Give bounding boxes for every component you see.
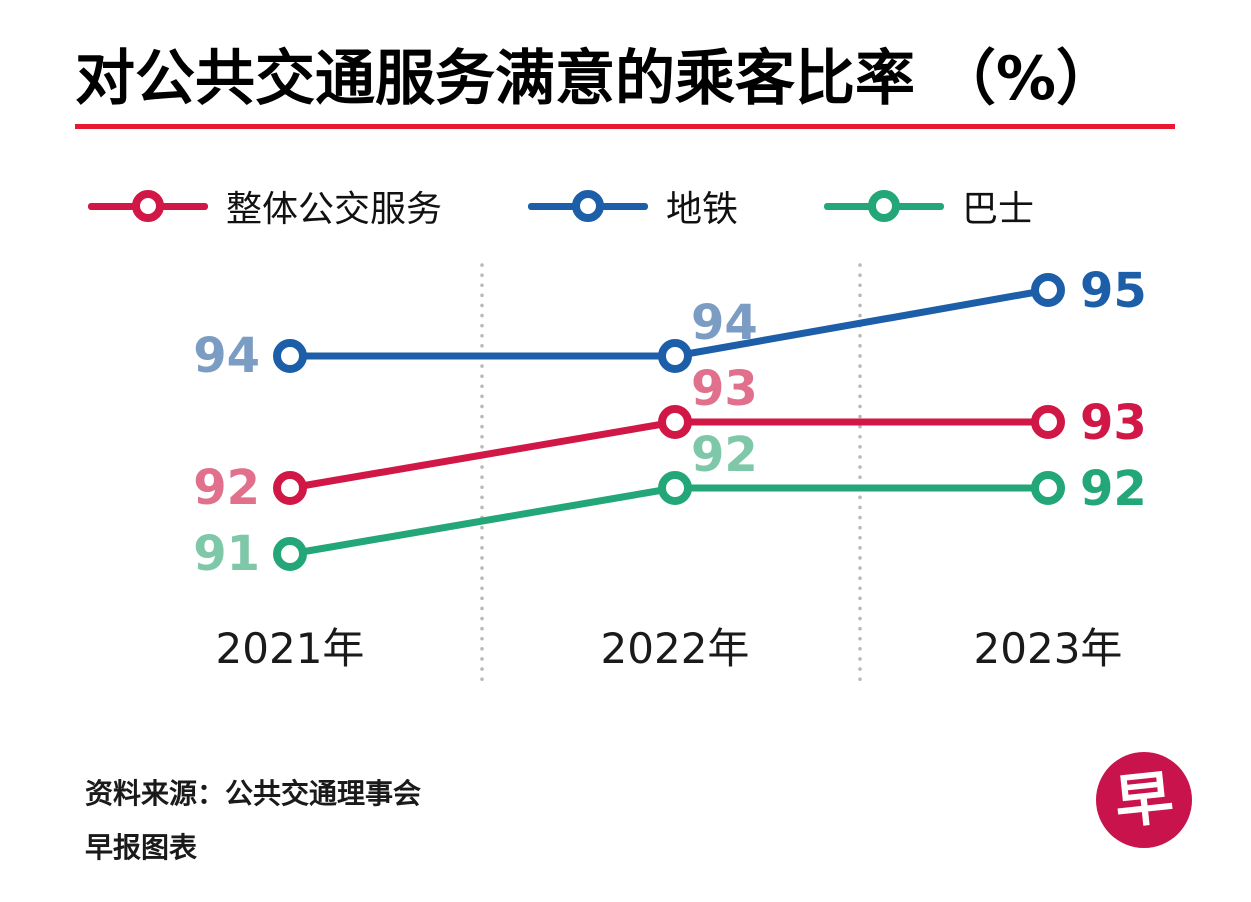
legend: 整体公交服务 地铁 巴士	[88, 178, 1034, 234]
zaobao-logo-glyph: 早	[1111, 763, 1177, 837]
legend-label-bus: 巴士	[962, 189, 1035, 230]
legend-line-marker-icon	[528, 189, 649, 223]
value-label: 92	[691, 427, 758, 483]
value-label: 94	[691, 295, 758, 351]
open-circle-icon	[572, 190, 605, 222]
data-point-marker	[1031, 405, 1065, 439]
x-axis-label: 2023年	[974, 624, 1123, 673]
data-point-marker	[658, 405, 692, 439]
value-label: 94	[193, 328, 260, 384]
x-axis-label: 2021年	[216, 624, 365, 673]
page-title: 对公共交通服务满意的乘客比率 （%）	[75, 44, 1117, 114]
open-circle-icon	[132, 190, 164, 222]
value-label: 92	[1080, 461, 1147, 517]
legend-item-mrt: 地铁	[528, 180, 738, 232]
legend-item-overall-service: 整体公交服务	[88, 180, 442, 232]
data-point-marker	[658, 471, 692, 505]
legend-line-marker-icon	[824, 189, 945, 223]
x-axis-label: 2022年	[601, 624, 750, 673]
legend-label-overall-service: 整体公交服务	[226, 189, 443, 230]
zaobao-logo: 早	[1096, 752, 1192, 848]
legend-item-bus: 巴士	[824, 180, 1034, 232]
data-point-marker	[1031, 273, 1065, 307]
legend-label-mrt: 地铁	[666, 189, 739, 230]
value-label: 92	[193, 460, 260, 516]
value-label: 95	[1080, 263, 1147, 319]
data-point-marker	[273, 339, 307, 373]
source-text: 资料来源：公共交通理事会	[85, 777, 422, 810]
credit-text: 早报图表	[85, 831, 198, 864]
legend-line-marker-icon	[88, 189, 208, 223]
value-label: 93	[1080, 395, 1147, 451]
data-point-marker	[1031, 471, 1065, 505]
title-underline	[75, 124, 1175, 129]
value-label: 91	[193, 526, 260, 582]
open-circle-icon	[868, 190, 901, 222]
data-point-marker	[273, 471, 307, 505]
data-point-marker	[658, 339, 692, 373]
value-label: 93	[691, 361, 758, 417]
data-point-marker	[273, 537, 307, 571]
line-chart: 92 93 93 94 94 95 91 92 92 2021年 2022年 2023年	[193, 263, 1147, 685]
